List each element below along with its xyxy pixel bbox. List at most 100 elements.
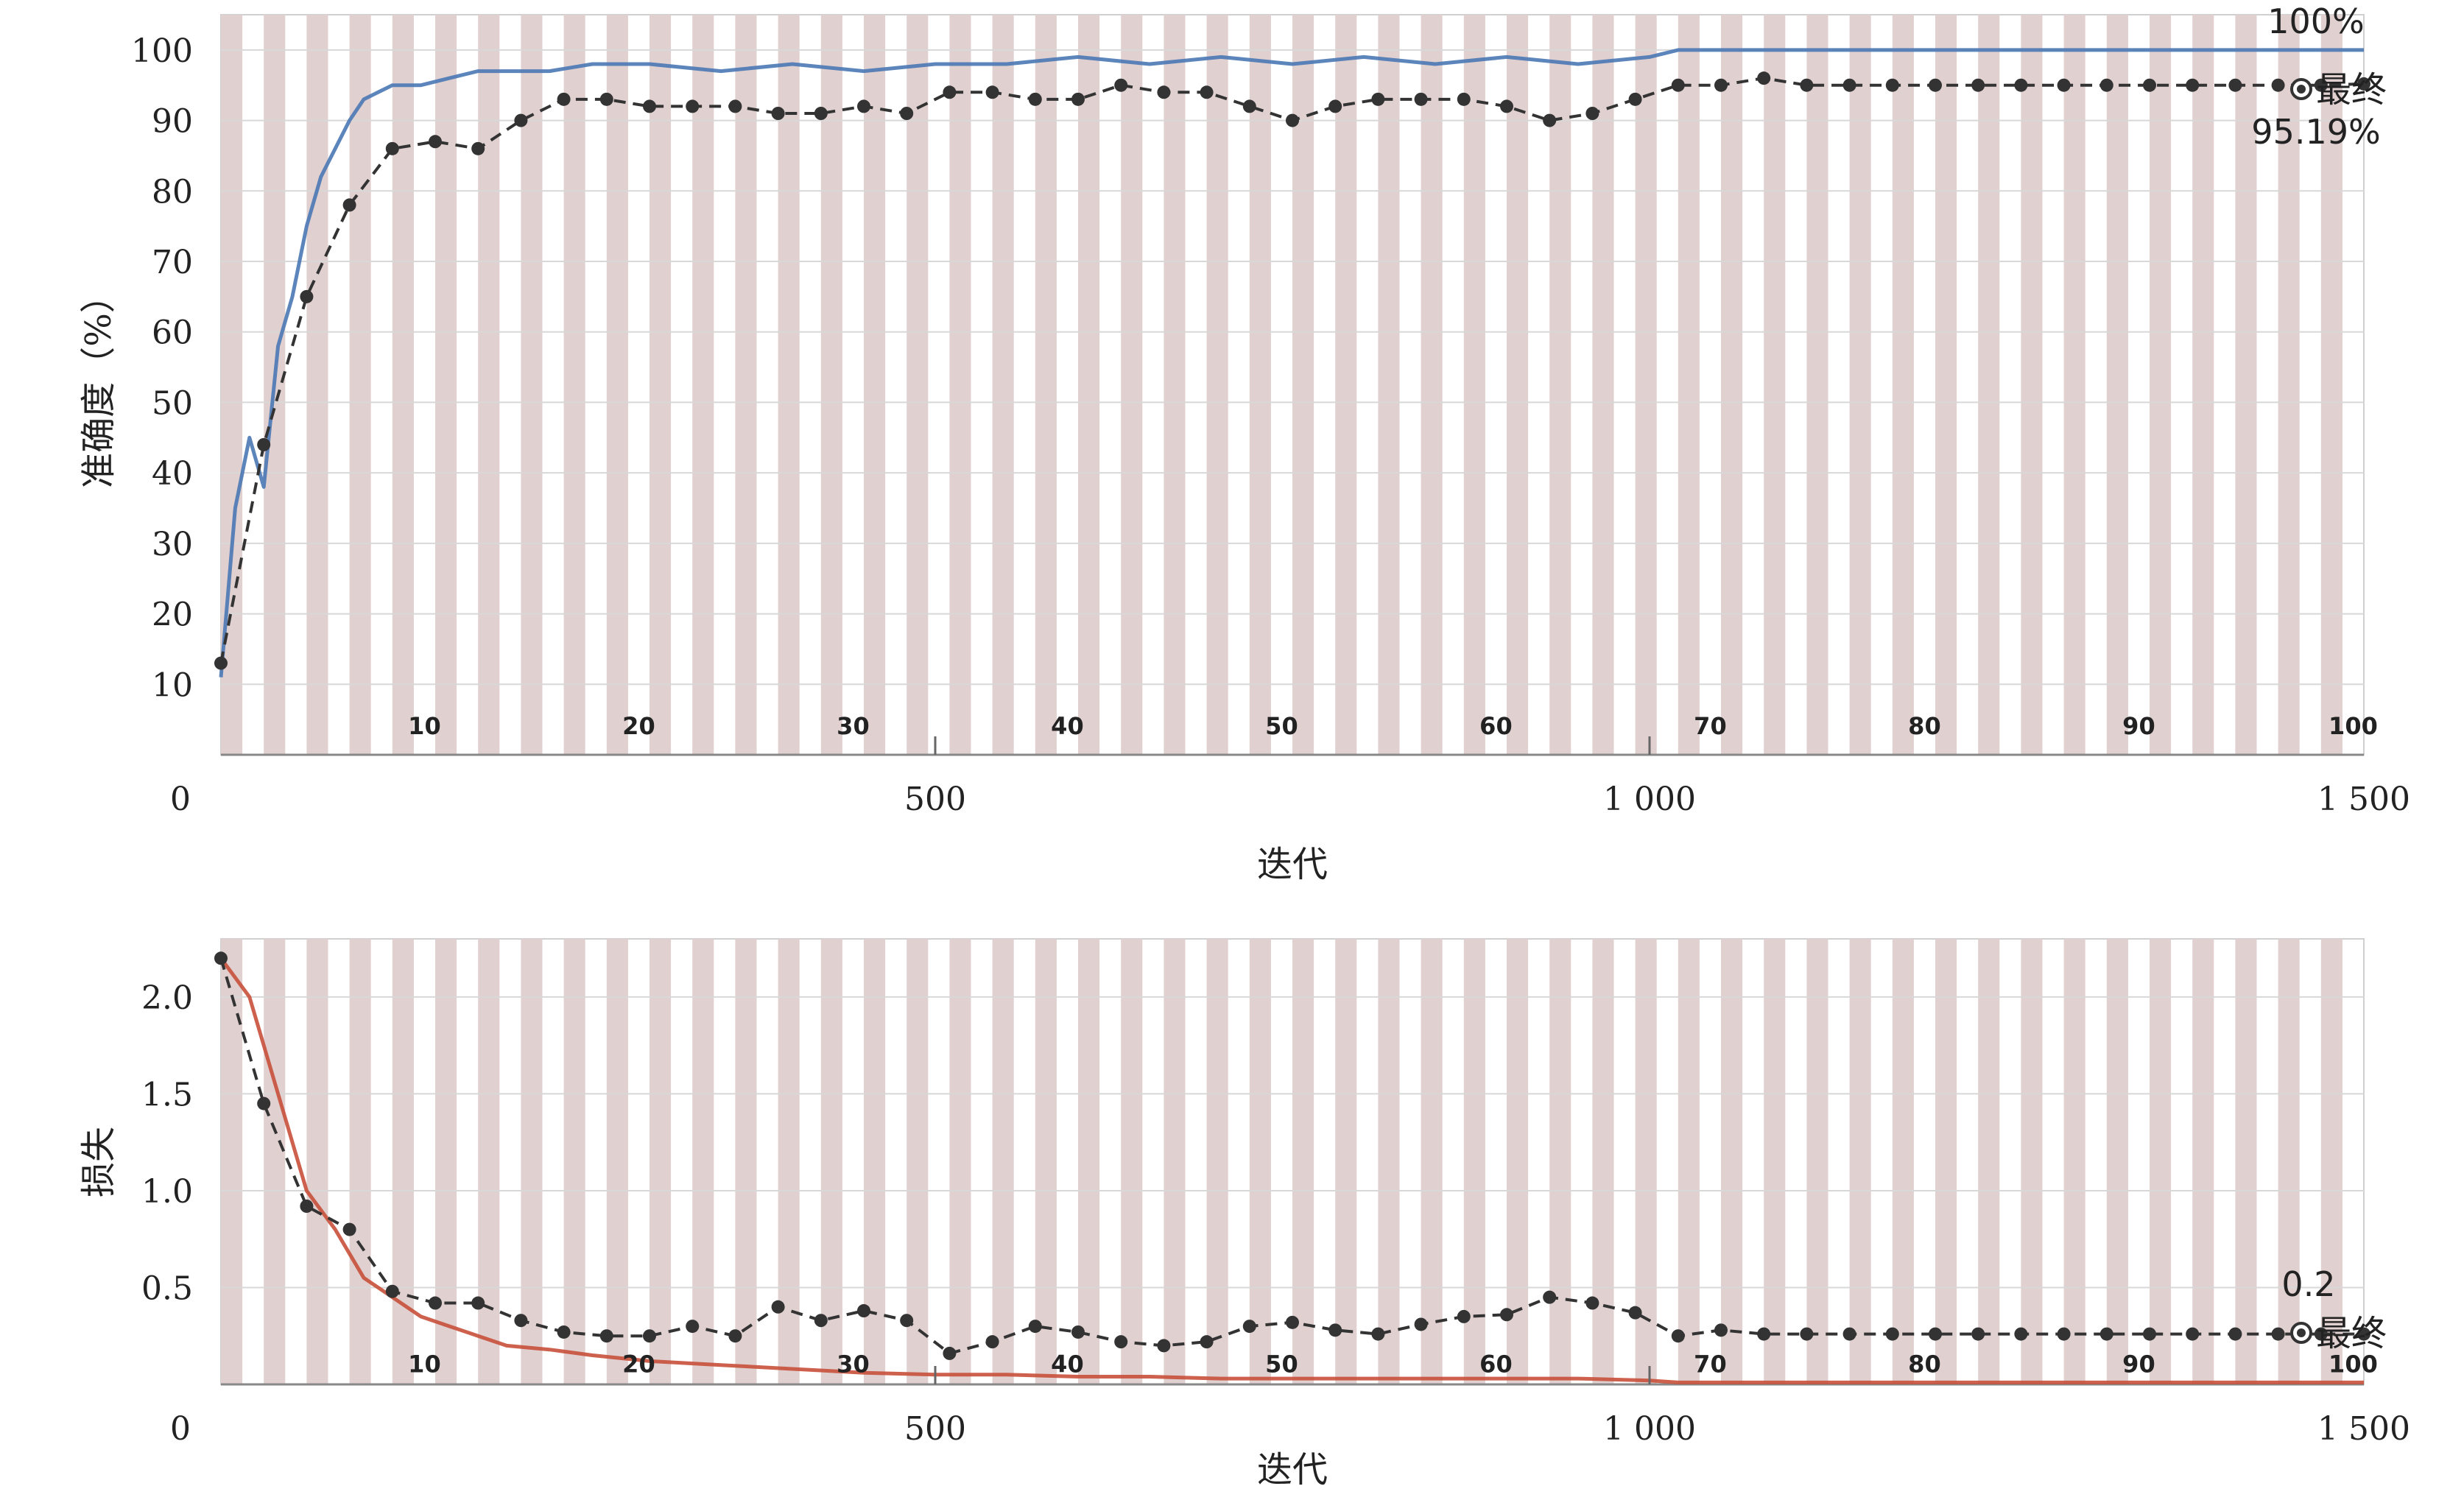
loss-epoch-band <box>2106 939 2128 1384</box>
loss-validation-point <box>1585 1296 1599 1310</box>
accuracy-epoch-band <box>2063 15 2085 755</box>
accuracy-epoch-band <box>1249 15 1271 755</box>
accuracy-epoch-band <box>1635 15 1657 755</box>
accuracy-epoch-band <box>1463 15 1485 755</box>
accuracy-final-marker-dot <box>2297 85 2306 94</box>
accuracy-epoch-band <box>1764 15 1786 755</box>
accuracy-epoch-band <box>2150 15 2172 755</box>
loss-epoch-band <box>778 939 800 1384</box>
loss-final-training-annotation: 0.2 <box>2281 1264 2335 1304</box>
loss-final-label: 最终 <box>2316 1313 2387 1354</box>
accuracy-validation-point <box>857 99 870 113</box>
accuracy-epoch-band <box>2235 15 2257 755</box>
accuracy-y-tick-label: 10 <box>152 666 193 704</box>
accuracy-validation-point <box>1371 92 1385 106</box>
accuracy-validation-point <box>2271 78 2285 92</box>
accuracy-validation-point <box>1157 85 1171 99</box>
accuracy-epoch-band <box>435 15 457 755</box>
loss-epoch-label: 20 <box>622 1350 655 1378</box>
loss-validation-point <box>429 1296 442 1310</box>
accuracy-epoch-band <box>1935 15 1957 755</box>
accuracy-validation-point <box>1757 71 1771 85</box>
accuracy-validation-point <box>2357 77 2370 91</box>
accuracy-epoch-band <box>949 15 971 755</box>
accuracy-validation-point <box>686 99 700 113</box>
loss-validation-point <box>1757 1327 1771 1341</box>
accuracy-epoch-label: 20 <box>622 712 655 740</box>
loss-validation-point <box>1371 1327 1385 1341</box>
accuracy-epoch-band <box>1721 15 1743 755</box>
loss-validation-point <box>1842 1327 1856 1341</box>
accuracy-epoch-label: 10 <box>408 712 441 740</box>
loss-validation-point <box>985 1335 999 1349</box>
loss-x-axis-label: 迭代 <box>1257 1449 1328 1490</box>
loss-validation-point <box>514 1314 528 1328</box>
loss-validation-markers <box>214 951 2370 1360</box>
loss-validation-point <box>1414 1317 1428 1331</box>
loss-epoch-label: 70 <box>1694 1350 1727 1378</box>
loss-epoch-band <box>1121 939 1143 1384</box>
accuracy-chart: 10 20 30 40 50 60 70 80 90 100 10 20 30 40 50 60 70 80 90… <box>78 1 2410 885</box>
loss-epoch-band <box>2150 939 2172 1384</box>
loss-validation-point <box>2057 1327 2071 1341</box>
accuracy-validation-point <box>1328 99 1342 113</box>
loss-validation-point <box>1800 1327 1814 1341</box>
loss-epoch-bands <box>221 939 2342 1384</box>
loss-epoch-band <box>1378 939 1400 1384</box>
accuracy-epoch-band <box>735 15 757 755</box>
accuracy-epoch-label: 90 <box>2122 712 2155 740</box>
loss-validation-point <box>2099 1327 2113 1341</box>
accuracy-epoch-band <box>521 15 543 755</box>
accuracy-validation-point <box>429 135 442 149</box>
accuracy-epoch-band <box>1206 15 1228 755</box>
accuracy-y-tick-label: 70 <box>152 244 193 281</box>
loss-epoch-band <box>735 939 757 1384</box>
accuracy-epoch-band <box>349 15 371 755</box>
accuracy-epoch-band <box>563 15 585 755</box>
loss-epoch-band <box>1249 939 1271 1384</box>
loss-validation-point <box>257 1096 271 1110</box>
accuracy-validation-point <box>1414 92 1428 106</box>
accuracy-epoch-band <box>1806 15 1828 755</box>
loss-epoch-band <box>2278 939 2300 1384</box>
loss-validation-point <box>1714 1323 1728 1337</box>
loss-epoch-band <box>864 939 886 1384</box>
loss-epoch-band <box>692 939 714 1384</box>
accuracy-validation-point <box>1671 78 1685 92</box>
loss-epoch-label: 100 <box>2329 1350 2378 1378</box>
loss-epoch-band <box>2063 939 2085 1384</box>
loss-epoch-label: 30 <box>837 1350 870 1378</box>
accuracy-validation-point <box>342 198 356 212</box>
loss-epoch-band <box>992 939 1014 1384</box>
loss-x-tick-label: 0 <box>170 1410 191 1448</box>
accuracy-validation-point <box>2057 78 2071 92</box>
accuracy-validation-point <box>1628 92 1642 106</box>
accuracy-x-tick-label: 1 000 <box>1603 781 1696 818</box>
loss-epoch-label: 10 <box>408 1350 441 1378</box>
loss-validation-point <box>943 1346 957 1360</box>
loss-epoch-band <box>606 939 628 1384</box>
accuracy-epoch-label: 100 <box>2329 712 2378 740</box>
loss-validation-point <box>1500 1308 1513 1322</box>
accuracy-epoch-band <box>1892 15 1914 755</box>
accuracy-epoch-band <box>1292 15 1314 755</box>
accuracy-epoch-label: 50 <box>1265 712 1298 740</box>
accuracy-epoch-band <box>1849 15 1871 755</box>
loss-epoch-labels: 10 20 30 40 50 60 70 80 90 100 <box>408 1350 2378 1378</box>
loss-validation-point <box>1457 1309 1471 1323</box>
loss-epoch-band <box>1806 939 1828 1384</box>
loss-validation-point <box>1929 1327 1942 1341</box>
accuracy-validation-point <box>2143 78 2156 92</box>
accuracy-validation-point <box>1071 92 1085 106</box>
accuracy-epoch-band <box>2320 15 2342 755</box>
loss-epoch-label: 80 <box>1908 1350 1941 1378</box>
accuracy-validation-point <box>1842 78 1856 92</box>
accuracy-epoch-band <box>692 15 714 755</box>
accuracy-validation-point <box>300 289 314 303</box>
loss-x-tick-label: 1 000 <box>1603 1410 1696 1448</box>
accuracy-epoch-band <box>606 15 628 755</box>
loss-validation-point <box>471 1296 485 1310</box>
loss-epoch-band <box>1721 939 1743 1384</box>
loss-y-tick-label: 1.5 <box>141 1076 193 1113</box>
